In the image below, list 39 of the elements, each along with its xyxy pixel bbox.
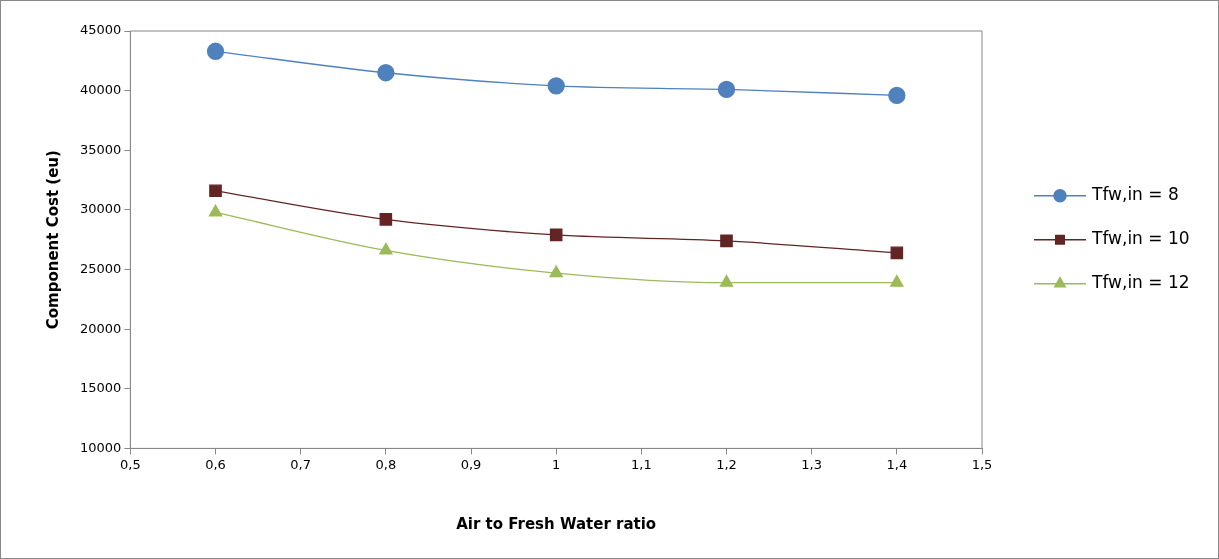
y-tick-label: 10000 (80, 439, 122, 455)
x-tick-label: 0,6 (205, 456, 226, 472)
point (549, 228, 563, 242)
point (549, 265, 563, 278)
point (717, 80, 736, 99)
x-tick-label: 1,4 (886, 456, 908, 472)
x-tick-label: 0,7 (290, 456, 312, 472)
x-tick-label: 0,5 (120, 456, 141, 472)
y-tick-label: 45000 (80, 22, 122, 38)
x-tick-label: 1,1 (631, 456, 652, 472)
y-tick-label: 25000 (80, 260, 122, 276)
point (379, 242, 393, 255)
point (208, 204, 223, 217)
point (719, 274, 734, 287)
legend-label: Tfw,in = 12 (1091, 272, 1190, 293)
point (379, 213, 393, 226)
x-tick-label: 1,5 (971, 456, 993, 472)
point (209, 184, 222, 198)
point (890, 274, 904, 287)
point (206, 42, 225, 60)
point (377, 64, 395, 82)
x-tick-label: 0,8 (375, 456, 397, 472)
y-tick-label: 40000 (80, 82, 122, 97)
legend-label: Tfw,in = 10 (1091, 228, 1190, 249)
x-tick-label: 1 (552, 456, 561, 472)
x-tick-label: 1,3 (801, 456, 823, 472)
y-axis-title: Component Cost (eu) (43, 150, 62, 330)
x-tick-label: 1,2 (716, 456, 737, 472)
x-tick-label: 0,9 (460, 456, 482, 472)
point (547, 77, 565, 95)
y-tick-label: 20000 (80, 320, 122, 336)
point (888, 86, 906, 105)
y-tick-label: 35000 (80, 141, 122, 157)
legend-label: Tfw,in = 8 (1091, 184, 1179, 205)
y-tick-label: 15000 (80, 380, 122, 396)
point (890, 246, 904, 260)
x-axis-title: Air to Fresh Water ratio (456, 514, 657, 533)
y-tick-label: 30000 (80, 201, 122, 217)
point (720, 234, 733, 248)
